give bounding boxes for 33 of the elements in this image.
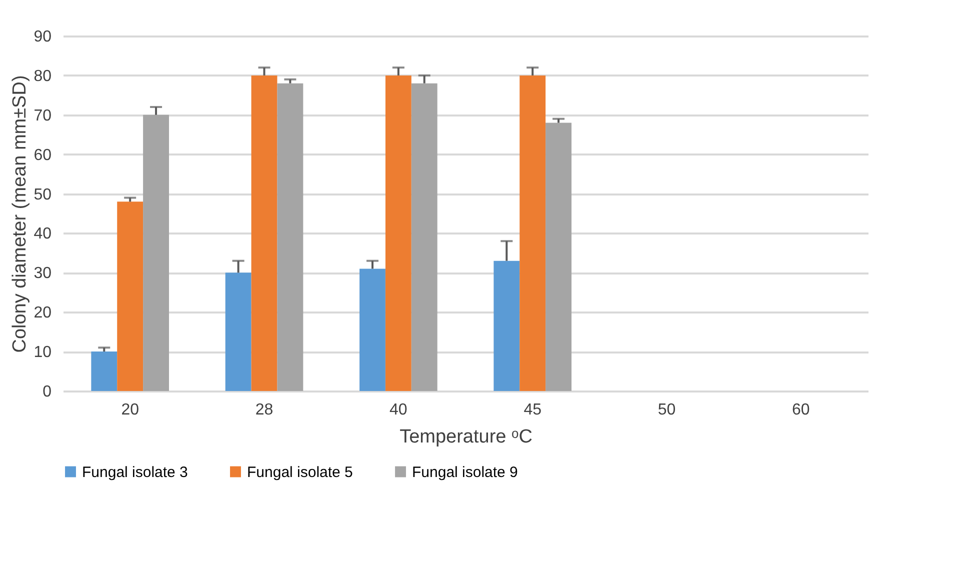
y-tick-label: 30 bbox=[34, 265, 52, 282]
bar bbox=[91, 352, 118, 391]
x-tick-label: 60 bbox=[792, 402, 810, 418]
x-tick-label: 50 bbox=[658, 402, 676, 418]
legend-label: Fungal isolate 5 bbox=[247, 464, 353, 481]
bar bbox=[277, 83, 304, 391]
y-axis-title: Colony diameter (mean mm±SD) bbox=[10, 75, 31, 353]
y-tick-label: 40 bbox=[34, 226, 52, 243]
y-tick-label: 90 bbox=[34, 28, 52, 46]
bar bbox=[546, 122, 572, 391]
y-tick-label: 70 bbox=[34, 107, 52, 124]
bar bbox=[225, 272, 252, 391]
y-tick-label: 20 bbox=[34, 304, 52, 322]
bar bbox=[251, 75, 278, 391]
y-tick-label: 60 bbox=[34, 146, 52, 164]
x-tick-label: 28 bbox=[255, 402, 274, 418]
bar bbox=[411, 83, 438, 391]
y-tick-label: 10 bbox=[34, 344, 52, 362]
bar bbox=[360, 268, 386, 391]
bar bbox=[520, 75, 546, 391]
legend-label: Fungal isolate 9 bbox=[412, 464, 518, 481]
y-tick-label: 0 bbox=[42, 384, 52, 400]
bar bbox=[143, 114, 169, 391]
y-tick-label: 50 bbox=[34, 186, 52, 204]
legend-label: Fungal isolate 3 bbox=[82, 464, 188, 481]
bar bbox=[385, 75, 412, 391]
x-tick-label: 45 bbox=[524, 402, 542, 418]
bar bbox=[494, 260, 520, 391]
x-tick-label: 40 bbox=[390, 402, 408, 418]
bar bbox=[117, 202, 144, 391]
y-tick-label: 80 bbox=[34, 68, 52, 85]
x-axis-title: Temperature ᵒC bbox=[400, 426, 532, 448]
x-tick-label: 20 bbox=[121, 402, 140, 418]
